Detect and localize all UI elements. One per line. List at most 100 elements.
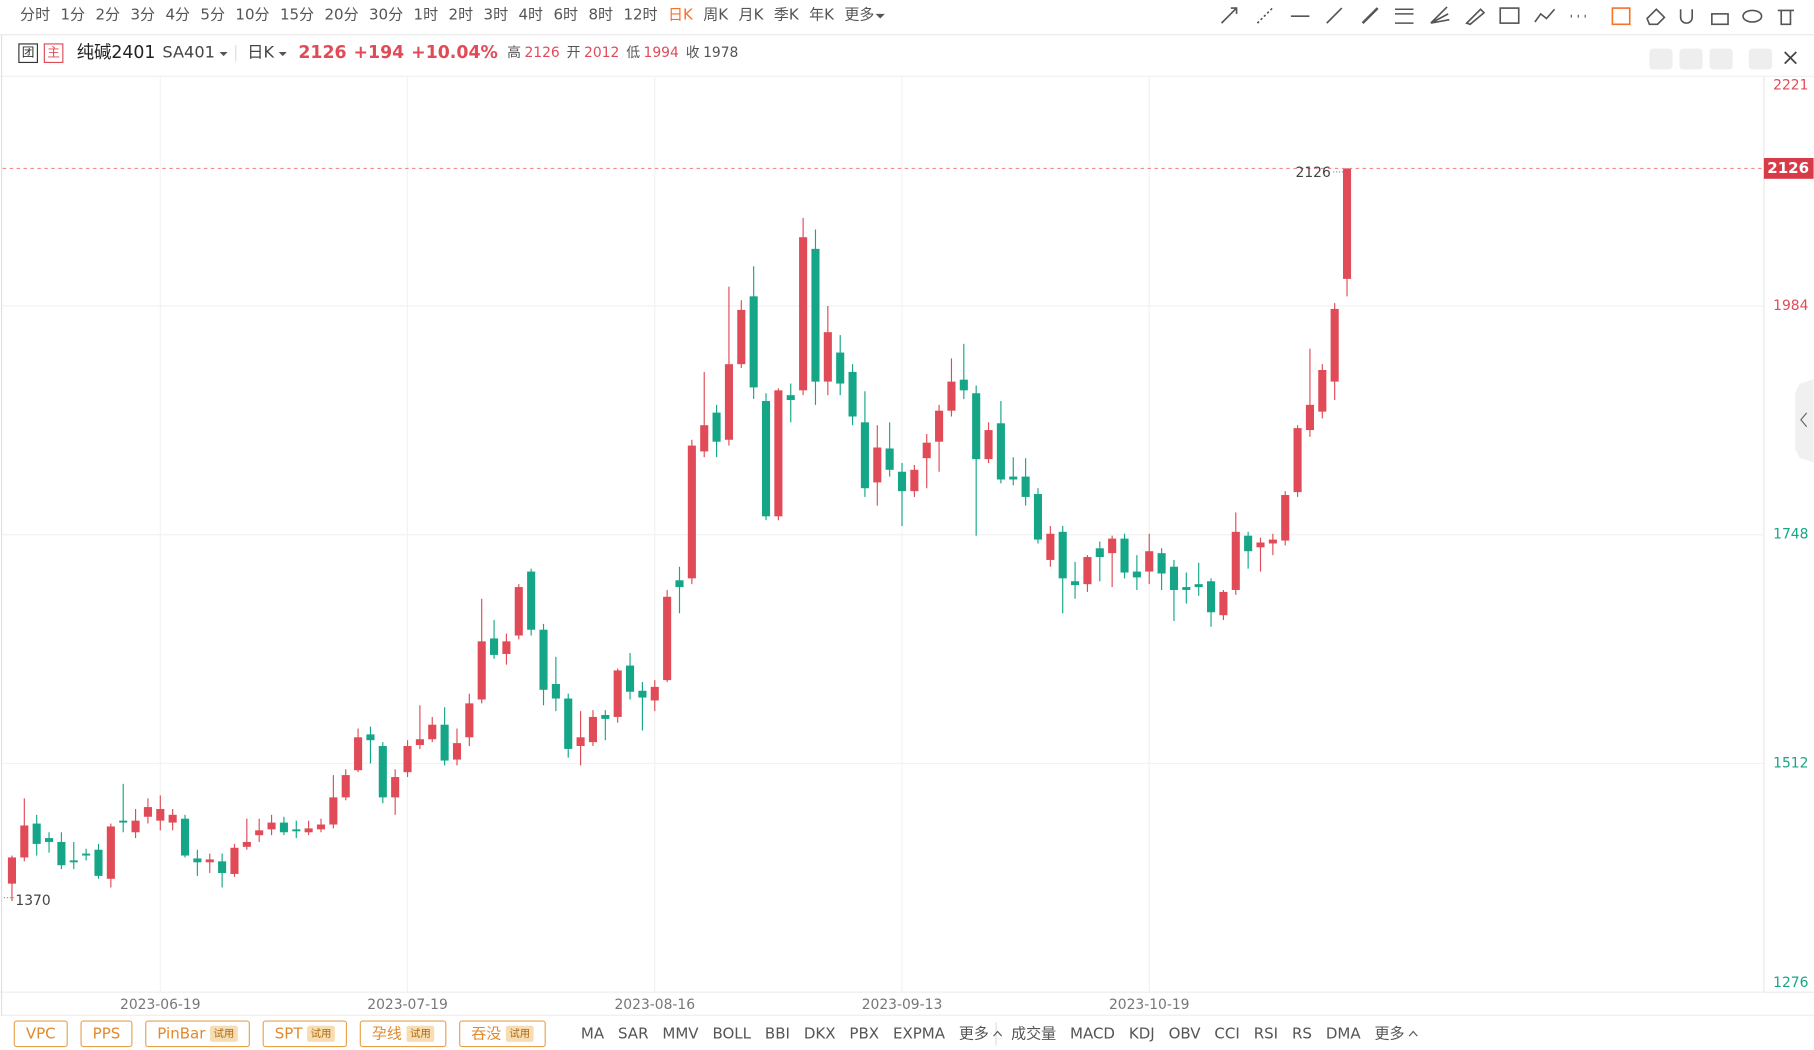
tool-eraser[interactable] [1646,8,1666,26]
pattern-button[interactable]: PPS [80,1020,133,1048]
tool-delete[interactable] [1777,9,1794,26]
pattern-badge: 试用 [213,1027,234,1040]
pattern-button[interactable]: SPT 试用 [262,1020,348,1048]
period-tab[interactable]: 2时 [449,6,474,24]
main-indicator[interactable]: MMV [662,1024,699,1042]
tool-pen[interactable] [1361,7,1379,25]
sub-indicator[interactable]: CCI [1214,1024,1239,1042]
tool-trend[interactable] [1534,8,1556,23]
candle-body [1046,533,1055,560]
tool-note[interactable] [1611,7,1631,26]
period-tab[interactable]: 2分 [95,6,120,24]
pattern-label: SPT [275,1024,304,1042]
control-draw[interactable] [1679,48,1703,70]
period-tab[interactable]: 30分 [369,6,403,24]
period-tab[interactable]: 10分 [235,6,269,24]
sub-indicator[interactable]: RS [1292,1024,1312,1042]
period-tab[interactable]: 5分 [200,6,225,24]
more-caret [993,1030,1003,1037]
period-tab[interactable]: 更多 [844,6,874,24]
y-tick-label: 1984 [1773,298,1808,314]
pattern-button[interactable]: VPC [13,1020,68,1048]
candle-body [477,641,486,700]
period-tab[interactable]: 分时 [20,6,50,24]
main-indicator[interactable]: MA [581,1024,605,1042]
period-tab[interactable]: 3时 [484,6,509,24]
tool-lock[interactable] [1711,13,1729,26]
main-indicator[interactable]: SAR [618,1024,649,1042]
pattern-button[interactable]: PinBar 试用 [145,1020,250,1048]
header-icon-box [18,43,38,64]
pattern-button-box[interactable] [13,1020,68,1048]
pattern-label: VPC [26,1024,56,1042]
control-candle[interactable] [1709,48,1733,70]
control-indicator[interactable] [1649,48,1673,70]
candle-body [663,596,672,681]
candle-body [378,746,387,798]
tool-dashed[interactable] [1256,7,1273,24]
period-tab[interactable]: 4时 [519,6,544,24]
main-indicator[interactable]: 更多 [959,1024,989,1042]
sub-indicator[interactable]: KDJ [1129,1024,1155,1042]
x-tick-label: 2023-08-16 [614,997,695,1013]
candle-body [106,826,115,879]
drawing-tools[interactable] [1220,6,1794,26]
candle-body [415,739,424,746]
candle-body [687,445,696,579]
candle-body [242,841,251,847]
sub-indicator[interactable]: MACD [1070,1024,1115,1042]
candle-body [94,849,103,876]
period-tab[interactable]: 月K [739,6,765,24]
main-indicator[interactable]: DKX [804,1024,836,1042]
side-panel-tab[interactable] [1795,379,1814,463]
period-tab[interactable]: 1分 [60,6,85,24]
period-tab[interactable]: 周K [703,6,729,24]
pattern-button-box[interactable] [80,1020,133,1048]
period-tab[interactable]: 日K [668,6,694,24]
main-indicator[interactable]: BOLL [712,1024,751,1042]
main-indicator[interactable]: BBI [765,1024,790,1042]
tool-brush[interactable] [1465,8,1486,26]
period-tab[interactable]: 年K [809,6,835,24]
pattern-button[interactable]: 吞没 试用 [459,1020,546,1048]
tool-magnet[interactable] [1679,9,1693,24]
tool-fib[interactable] [1394,8,1414,24]
x-tick-label: 2023-10-19 [1109,997,1190,1013]
candle-body [588,716,598,743]
period-tab[interactable]: 1时 [414,6,439,24]
sub-indicator[interactable]: OBV [1169,1024,1202,1042]
pattern-button[interactable]: 孕线 试用 [359,1020,447,1048]
candle-body [180,818,190,856]
period-tab[interactable]: 4分 [165,6,190,24]
pattern-badge: 试用 [311,1027,332,1040]
candle-body [539,629,548,690]
stat-label: 高 [507,44,521,61]
tool-image[interactable] [1499,7,1520,24]
candle-body [1256,542,1265,548]
pattern-badge: 试用 [509,1027,530,1040]
period-tab[interactable]: 8时 [588,6,613,24]
period-tab[interactable]: 12时 [623,6,657,24]
period-tab[interactable]: 3分 [130,6,155,24]
chart-controls[interactable] [1649,48,1797,70]
main-indicator[interactable]: PBX [849,1024,879,1042]
period-tab[interactable]: 6时 [553,6,578,24]
candle-body [564,698,573,749]
pattern-label: PinBar [157,1024,206,1042]
tool-eye[interactable] [1742,9,1763,23]
period-tab[interactable]: 20分 [324,6,358,24]
period-tab[interactable]: 季K [774,6,800,24]
control-close[interactable] [1784,51,1797,65]
main-indicator[interactable]: EXPMA [893,1024,946,1042]
sub-indicator[interactable]: 成交量 [1011,1024,1056,1042]
tool-segment[interactable] [1326,7,1343,24]
more-caret [1408,1030,1418,1037]
sub-indicator[interactable]: 更多 [1375,1024,1405,1042]
control-expand[interactable] [1748,48,1772,70]
period-tab[interactable]: 15分 [280,6,314,24]
tool-ray[interactable] [1220,7,1238,24]
sub-indicator[interactable]: DMA [1326,1024,1362,1042]
tool-fan[interactable] [1430,6,1450,24]
sub-indicator[interactable]: RSI [1254,1024,1278,1042]
